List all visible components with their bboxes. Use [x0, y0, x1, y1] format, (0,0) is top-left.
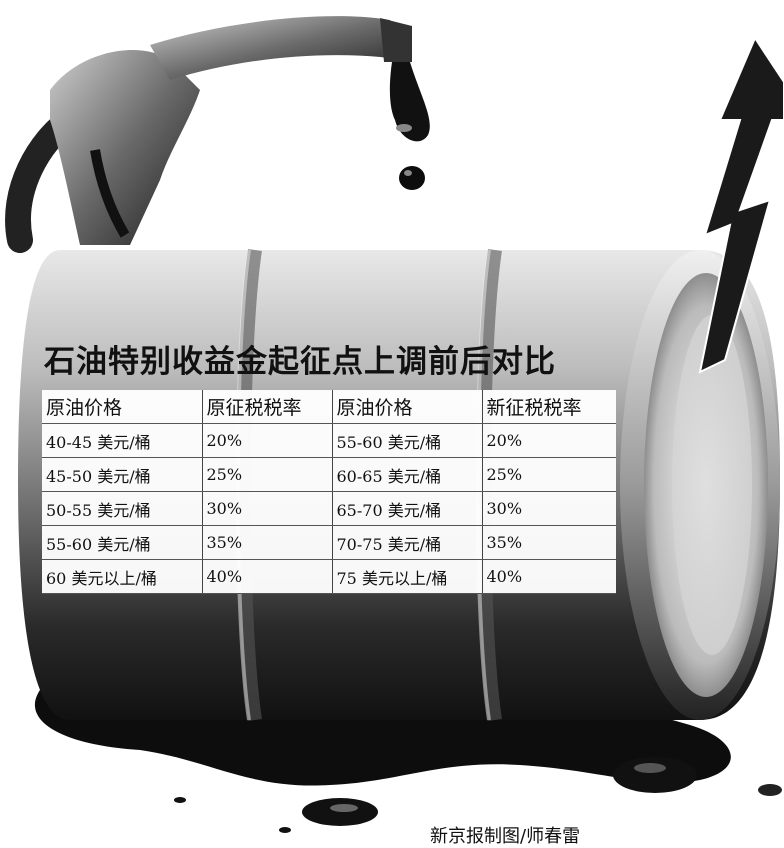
cell-old-price: 45-50 美元/桶 [42, 457, 203, 492]
table-row: 60 美元以上/桶 40% 75 美元以上/桶 40% [42, 559, 616, 594]
table-row: 50-55 美元/桶 30% 65-70 美元/桶 30% [42, 491, 616, 526]
cell-old-price: 55-60 美元/桶 [42, 525, 203, 560]
table-row: 40-45 美元/桶 20% 55-60 美元/桶 20% [42, 423, 616, 458]
tax-rate-table: 原油价格 原征税税率 原油价格 新征税税率 40-45 美元/桶 20% 55-… [42, 390, 616, 594]
header-new-tax-rate: 新征税税率 [482, 390, 616, 424]
cell-new-price: 55-60 美元/桶 [332, 423, 483, 458]
cell-new-price: 70-75 美元/桶 [332, 525, 483, 560]
fuel-nozzle-icon [5, 16, 430, 253]
cell-old-price: 40-45 美元/桶 [42, 423, 203, 458]
header-old-tax-rate: 原征税税率 [202, 390, 333, 424]
cell-old-rate: 25% [202, 457, 333, 492]
cell-old-rate: 30% [202, 491, 333, 526]
cell-new-rate: 25% [482, 457, 616, 492]
cell-old-rate: 40% [202, 559, 333, 594]
image-credit: 新京报制图/师春雷 [430, 826, 581, 847]
table-header-row: 原油价格 原征税税率 原油价格 新征税税率 [42, 390, 616, 424]
cell-old-price: 60 美元以上/桶 [42, 559, 203, 594]
cell-new-rate: 20% [482, 423, 616, 458]
rising-arrow-icon [698, 35, 784, 374]
table-row: 45-50 美元/桶 25% 60-65 美元/桶 25% [42, 457, 616, 492]
table-row: 55-60 美元/桶 35% 70-75 美元/桶 35% [42, 525, 616, 560]
page-title: 石油特别收益金起征点上调前后对比 [44, 344, 556, 380]
header-crude-price-new: 原油价格 [332, 390, 483, 424]
cell-old-rate: 20% [202, 423, 333, 458]
cell-new-price: 75 美元以上/桶 [332, 559, 483, 594]
cell-new-price: 60-65 美元/桶 [332, 457, 483, 492]
header-crude-price-old: 原油价格 [42, 390, 203, 424]
cell-new-rate: 40% [482, 559, 616, 594]
cell-new-rate: 30% [482, 491, 616, 526]
cell-new-rate: 35% [482, 525, 616, 560]
cell-new-price: 65-70 美元/桶 [332, 491, 483, 526]
cell-old-rate: 35% [202, 525, 333, 560]
cell-old-price: 50-55 美元/桶 [42, 491, 203, 526]
